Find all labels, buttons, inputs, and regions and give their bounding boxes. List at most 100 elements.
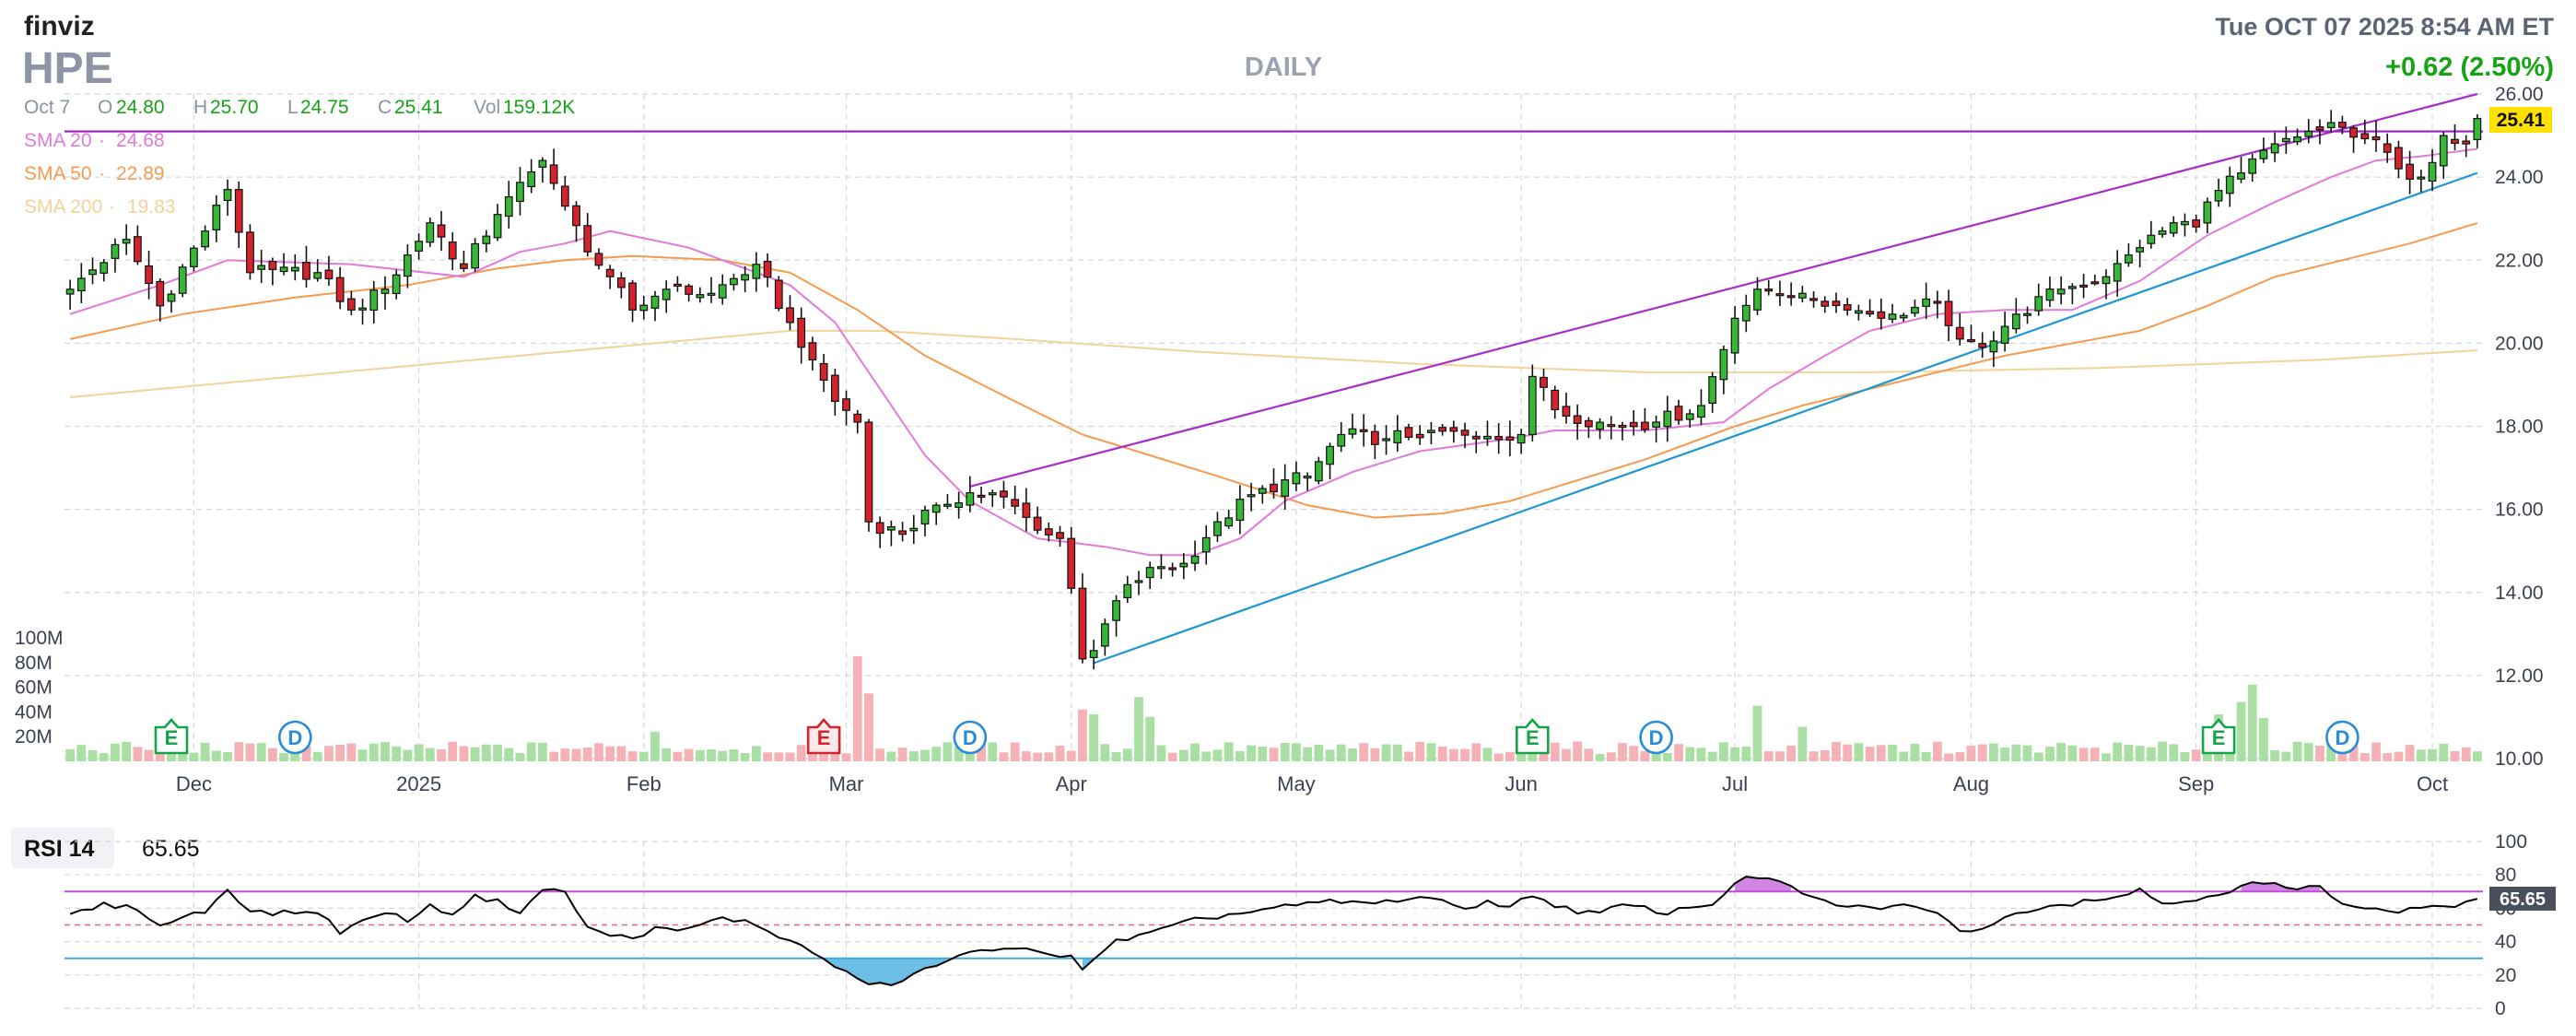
candle-down[interactable] bbox=[549, 164, 558, 184]
candle-up[interactable] bbox=[2102, 276, 2111, 285]
candle-up[interactable] bbox=[381, 288, 390, 294]
candle-down[interactable] bbox=[324, 269, 334, 280]
candle-up[interactable] bbox=[167, 293, 176, 302]
earnings-marker[interactable] bbox=[154, 718, 189, 755]
candle-up[interactable] bbox=[2304, 130, 2313, 137]
candle-down[interactable] bbox=[797, 317, 806, 348]
candle-down[interactable] bbox=[898, 530, 907, 536]
candle-down[interactable] bbox=[1460, 430, 1469, 436]
candle-up[interactable] bbox=[1663, 410, 1672, 428]
candle-down[interactable] bbox=[2395, 147, 2403, 170]
candle-down[interactable] bbox=[246, 231, 254, 274]
candle-up[interactable] bbox=[1427, 430, 1435, 433]
candle-up[interactable] bbox=[426, 222, 435, 243]
candle-down[interactable] bbox=[685, 285, 694, 295]
candle-down[interactable] bbox=[1775, 293, 1785, 297]
candle-down[interactable] bbox=[572, 205, 580, 227]
candle-down[interactable] bbox=[819, 362, 828, 382]
candle-up[interactable] bbox=[1528, 375, 1537, 436]
dividend-marker[interactable] bbox=[953, 720, 988, 755]
candle-down[interactable] bbox=[1618, 424, 1627, 429]
candle-up[interactable] bbox=[65, 288, 75, 295]
candle-up[interactable] bbox=[1708, 376, 1717, 405]
candle-down[interactable] bbox=[1415, 433, 1424, 439]
candle-up[interactable] bbox=[1292, 472, 1301, 485]
candle-up[interactable] bbox=[1483, 435, 1492, 440]
candle-down[interactable] bbox=[1944, 300, 1953, 326]
candle-up[interactable] bbox=[1753, 288, 1762, 311]
candle-down[interactable] bbox=[346, 298, 356, 311]
candle-up[interactable] bbox=[1112, 600, 1120, 621]
candle-down[interactable] bbox=[1832, 300, 1841, 307]
candle-up[interactable] bbox=[2293, 136, 2301, 143]
candle-down[interactable] bbox=[1955, 326, 1964, 340]
candle-down[interactable] bbox=[1471, 435, 1481, 440]
candle-down[interactable] bbox=[2192, 219, 2201, 228]
candle-down[interactable] bbox=[808, 342, 817, 360]
candle-up[interactable] bbox=[943, 503, 952, 507]
earnings-marker[interactable] bbox=[806, 718, 841, 755]
candle-down[interactable] bbox=[268, 260, 277, 271]
candle-up[interactable] bbox=[2125, 254, 2133, 264]
candle-up[interactable] bbox=[2181, 220, 2189, 226]
candle-down[interactable] bbox=[1540, 376, 1548, 388]
trendline-upper-channel[interactable] bbox=[969, 92, 2478, 488]
earnings-marker[interactable] bbox=[2201, 718, 2236, 755]
candle-up[interactable] bbox=[358, 307, 367, 311]
candle-up[interactable] bbox=[1899, 314, 1908, 319]
candle-down[interactable] bbox=[1168, 567, 1177, 571]
candle-up[interactable] bbox=[909, 527, 919, 532]
candle-down[interactable] bbox=[1629, 421, 1638, 428]
candle-down[interactable] bbox=[616, 277, 626, 288]
candle-down[interactable] bbox=[2079, 284, 2088, 288]
candle-down[interactable] bbox=[1505, 436, 1515, 441]
candle-up[interactable] bbox=[1157, 566, 1165, 570]
candle-up[interactable] bbox=[1393, 430, 1402, 443]
dividend-marker[interactable] bbox=[1639, 720, 1673, 755]
candle-down[interactable] bbox=[1933, 300, 1942, 304]
candle-down[interactable] bbox=[133, 236, 142, 263]
candle-up[interactable] bbox=[122, 239, 131, 244]
candle-down[interactable] bbox=[1438, 427, 1447, 432]
candle-up[interactable] bbox=[2428, 161, 2437, 182]
candle-up[interactable] bbox=[662, 288, 671, 300]
candle-up[interactable] bbox=[2326, 122, 2336, 129]
candle-up[interactable] bbox=[223, 189, 232, 202]
candle-down[interactable] bbox=[1562, 406, 1571, 418]
candle-up[interactable] bbox=[2011, 313, 2020, 330]
candle-up[interactable] bbox=[931, 504, 941, 513]
candle-down[interactable] bbox=[1641, 421, 1649, 430]
candle-up[interactable] bbox=[257, 265, 266, 270]
candle-down[interactable] bbox=[1843, 304, 1852, 311]
candle-down[interactable] bbox=[583, 225, 592, 253]
candle-up[interactable] bbox=[178, 266, 187, 294]
candle-down[interactable] bbox=[786, 307, 794, 324]
candle-down[interactable] bbox=[1877, 311, 1886, 319]
candle-up[interactable] bbox=[313, 272, 322, 279]
candle-up[interactable] bbox=[1697, 405, 1705, 418]
candle-up[interactable] bbox=[2067, 286, 2077, 289]
candle-up[interactable] bbox=[1337, 433, 1346, 447]
candle-down[interactable] bbox=[605, 268, 615, 277]
candle-up[interactable] bbox=[696, 294, 705, 299]
candle-up[interactable] bbox=[1741, 304, 1751, 322]
candle-down[interactable] bbox=[2451, 138, 2459, 145]
rsi-label-box[interactable] bbox=[11, 828, 114, 868]
candle-up[interactable] bbox=[1224, 517, 1234, 527]
candle-up[interactable] bbox=[1922, 298, 1931, 307]
candle-up[interactable] bbox=[369, 289, 379, 312]
candle-down[interactable] bbox=[977, 494, 986, 499]
candle-up[interactable] bbox=[1134, 580, 1143, 583]
candle-down[interactable] bbox=[842, 398, 850, 411]
candle-up[interactable] bbox=[1247, 494, 1256, 498]
candle-up[interactable] bbox=[1303, 475, 1312, 479]
candle-up[interactable] bbox=[516, 182, 524, 203]
candle-down[interactable] bbox=[1764, 288, 1774, 292]
candle-down[interactable] bbox=[1967, 338, 1975, 343]
trendline-lower-trend[interactable] bbox=[1093, 171, 2478, 665]
candle-down[interactable] bbox=[460, 263, 468, 269]
candle-up[interactable] bbox=[1145, 567, 1154, 579]
candle-up[interactable] bbox=[1179, 562, 1188, 568]
candle-up[interactable] bbox=[730, 277, 738, 286]
